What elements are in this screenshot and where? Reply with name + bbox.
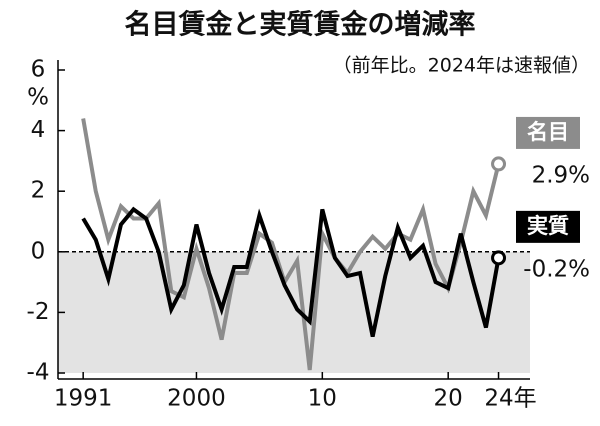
legend-box [516,116,580,149]
data-label: -0.2% [523,256,590,282]
x-tick-label: 2000 [167,386,226,412]
legend-box [516,210,580,243]
x-tick-label: 24年 [484,386,536,412]
y-tick-label: 4 [31,117,46,143]
x-tick-label: 10 [308,386,337,412]
y-tick-label: -4 [27,360,50,386]
series-line [81,206,501,338]
x-tick-label: 20 [434,386,463,412]
y-tick-label: 6 [31,57,46,83]
y-tick-label: 0 [31,238,46,264]
series-line [81,118,501,371]
end-point [491,156,507,172]
end-point [491,250,507,266]
y-tick-label: -2 [27,299,50,325]
legend-label: 名目 [527,120,569,144]
x-tick-label: 1991 [54,386,113,412]
legend-label: 実質 [527,214,569,238]
data-label: 2.9% [532,162,590,188]
y-tick-label: 2 [31,178,46,204]
y-unit: % [27,85,49,111]
chart-title: 名目賃金と実質賃金の増減率 [125,9,476,41]
chart-subtitle: （前年比。2024年は速報値） [333,55,590,77]
